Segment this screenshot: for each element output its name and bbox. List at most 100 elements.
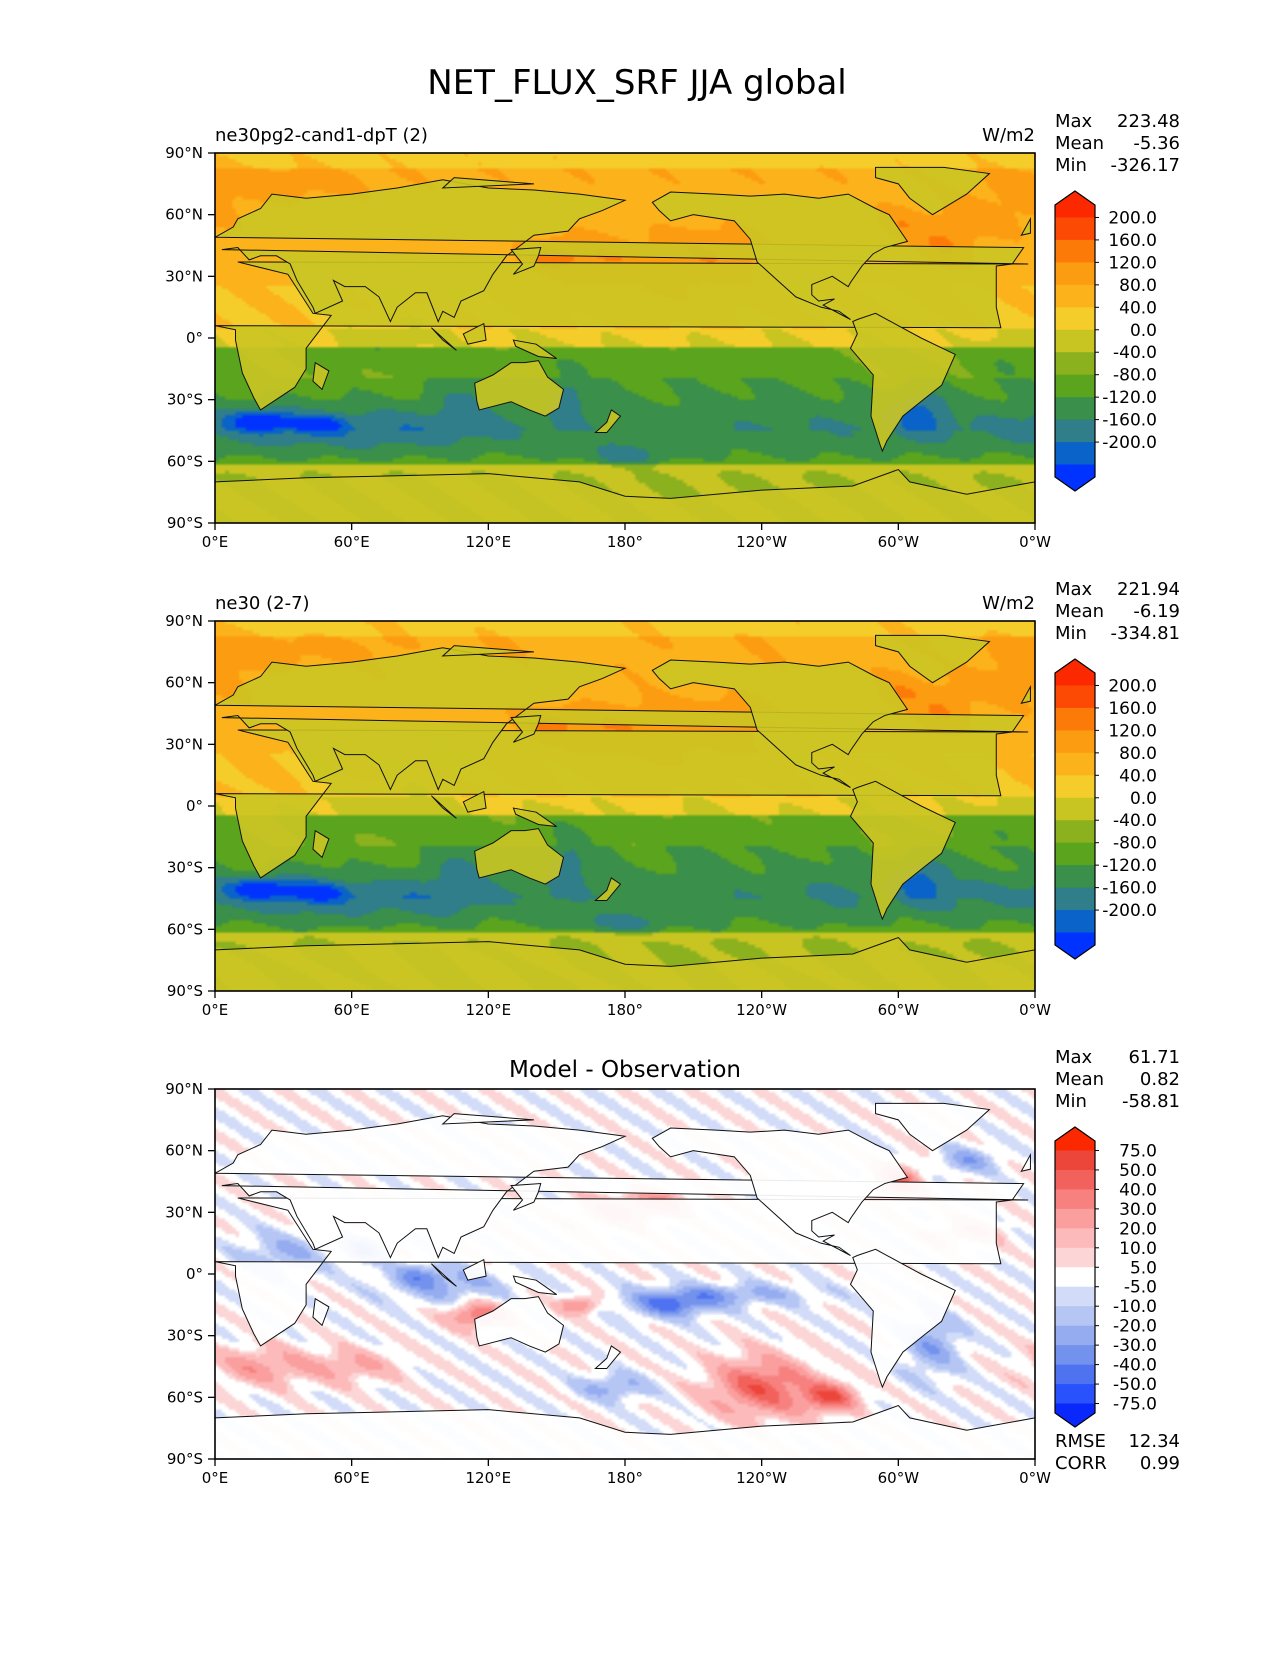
colorbar-label: -40.0: [1113, 811, 1157, 831]
x-tick-label: 120°W: [736, 1469, 787, 1487]
colorbar-segment: [1055, 374, 1095, 398]
colorbar-label: -120.0: [1102, 388, 1157, 408]
landmass-8: [594, 1345, 622, 1370]
landmass-12: [312, 1297, 330, 1327]
colorbar-segment: [1055, 307, 1095, 331]
stat-max-label: Max: [1055, 1047, 1093, 1068]
colorbar-segment: [1055, 1267, 1095, 1288]
colorbar-label: -20.0: [1113, 1317, 1157, 1337]
stat-min-label: Min: [1055, 1091, 1087, 1112]
colorbar-segment: [1055, 1325, 1095, 1346]
colorbar-label: -120.0: [1102, 856, 1157, 876]
y-tick-label: 30°S: [167, 391, 203, 409]
colorbar-label: -80.0: [1113, 366, 1157, 386]
colorbar-segment: [1055, 910, 1095, 934]
colorbar-segment: [1055, 707, 1095, 731]
landmass-5: [875, 166, 991, 216]
colorbar-label: -160.0: [1102, 879, 1157, 899]
x-tick-label: 180°: [607, 1469, 643, 1487]
colorbar-label: 75.0: [1119, 1141, 1157, 1161]
colorbar-segment: [1055, 820, 1095, 844]
landmass-11: [512, 1275, 557, 1296]
colorbar-segment: [1055, 842, 1095, 866]
stat-rmse-value: 12.34: [1128, 1431, 1180, 1452]
landmass-11: [512, 339, 557, 360]
y-tick-label: 30°N: [165, 267, 203, 285]
landmass-14: [441, 645, 534, 657]
colorbar-label: -10.0: [1113, 1297, 1157, 1317]
stat-corr-value: 0.99: [1140, 1453, 1180, 1474]
figure-title: NET_FLUX_SRF JJA global: [427, 63, 846, 103]
colorbar-segment: [1055, 284, 1095, 308]
colorbar-label: 0.0: [1130, 789, 1157, 809]
colorbar-segment: [1055, 730, 1095, 754]
y-tick-label: 60°S: [167, 920, 203, 938]
stat-mean-value: -6.19: [1133, 601, 1180, 622]
y-tick-label: 60°S: [167, 1388, 203, 1406]
x-tick-label: 0°E: [202, 533, 229, 551]
x-tick-label: 180°: [607, 1001, 643, 1019]
y-tick-label: 90°N: [165, 1080, 203, 1098]
colorbar-outline: [1054, 1126, 1096, 1428]
colorbar-segment: [1055, 1228, 1095, 1249]
colorbar-label: 30.0: [1119, 1200, 1157, 1220]
colorbar-label: 80.0: [1119, 744, 1157, 764]
colorbar-label: -80.0: [1113, 834, 1157, 854]
stat-mean-value: 0.82: [1140, 1069, 1180, 1090]
map-panel-diff: 0°E 60°E 120°E 180° 120°W 60°W 0°W 90°N 60°N 30°N…: [165, 1047, 1180, 1487]
landmass-9: [431, 1263, 457, 1287]
colorbar-extend-top: [1055, 659, 1095, 686]
colorbar-label: 50.0: [1119, 1161, 1157, 1181]
landmass-14: [441, 1113, 534, 1125]
landmass-13: [1020, 1152, 1031, 1172]
y-tick-label: 60°N: [165, 1142, 203, 1160]
y-tick-label: 90°N: [165, 144, 203, 162]
landmass-1: [215, 179, 1029, 323]
panels-group: 0°E 60°E 120°E 180° 120°W 60°W 0°W 90°N 60°N 30°N…: [165, 111, 1180, 1487]
x-tick-label: 60°W: [878, 533, 920, 551]
colorbar-label: 40.0: [1119, 1180, 1157, 1200]
colorbar-label: 10.0: [1119, 1239, 1157, 1259]
colorbar-label: 0.0: [1130, 321, 1157, 341]
stat-max-label: Max: [1055, 579, 1093, 600]
x-tick-label: 60°E: [334, 533, 370, 551]
x-tick-label: 0°E: [202, 1469, 229, 1487]
stat-mean-label: Mean: [1055, 1069, 1104, 1090]
colorbar-segment: [1055, 685, 1095, 709]
colorbar-outline: [1054, 658, 1096, 960]
colorbar-segment: [1055, 442, 1095, 466]
colorbar-segment: [1055, 419, 1095, 443]
stat-mean-label: Mean: [1055, 601, 1104, 622]
y-tick-label: 60°N: [165, 674, 203, 692]
landmass-5: [875, 1102, 991, 1152]
colorbar-label: 200.0: [1108, 676, 1157, 696]
panel-left-title: ne30 (2-7): [215, 593, 310, 614]
landmass-10: [462, 322, 487, 345]
landmass-4: [651, 1127, 909, 1256]
colorbar-label: 80.0: [1119, 276, 1157, 296]
coastlines: [215, 634, 1035, 991]
colorbar-label: -5.0: [1124, 1278, 1157, 1298]
landmass-3: [849, 312, 956, 453]
colorbar-segment: [1055, 1345, 1095, 1366]
landmass-5: [875, 634, 991, 684]
colorbar-label: 40.0: [1119, 766, 1157, 786]
colorbar-label: -40.0: [1113, 1356, 1157, 1376]
colorbar-segment: [1055, 887, 1095, 911]
x-tick-label: 0°W: [1019, 533, 1051, 551]
landmass-10: [462, 790, 487, 813]
colorbar-segment: [1055, 1364, 1095, 1385]
x-tick-label: 120°E: [466, 1469, 512, 1487]
stat-mean-value: -5.36: [1133, 133, 1180, 154]
y-tick-label: 60°S: [167, 452, 203, 470]
colorbar-label: 120.0: [1108, 253, 1157, 273]
y-tick-label: 0°: [186, 797, 203, 815]
colorbar-extend-bottom: [1055, 1403, 1095, 1427]
x-tick-label: 60°E: [334, 1001, 370, 1019]
map-panel-test: 0°E 60°E 120°E 180° 120°W 60°W 0°W 90°N 60°N 30°N…: [165, 111, 1180, 551]
landmass-2: [474, 828, 565, 885]
x-tick-label: 120°E: [466, 1001, 512, 1019]
y-tick-label: 60°N: [165, 206, 203, 224]
